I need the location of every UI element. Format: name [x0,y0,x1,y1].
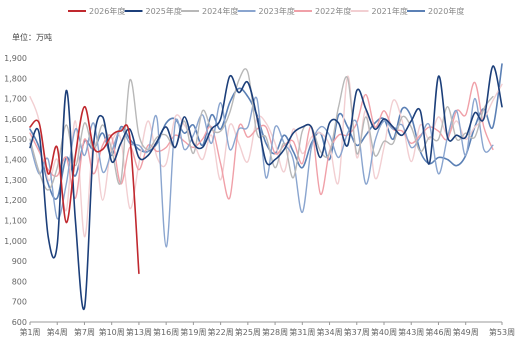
series-line-2024年度 [29,68,494,191]
x-tick-label: 第40周 [371,327,397,337]
y-tick-label: 1,400 [4,156,27,165]
y-tick-label: 1,200 [4,196,27,205]
unit-label: 单位：万吨 [12,32,52,42]
plot-lines [29,63,503,311]
x-tick-label: 第43周 [398,327,424,337]
x-tick-label: 第28周 [262,327,288,337]
x-tick-label: 第37周 [344,327,370,337]
legend-label: 2020年度 [428,6,464,16]
legend-label: 2021年度 [372,6,408,16]
x-tick-label: 第31周 [289,327,315,337]
x-tick-label: 第22周 [208,327,234,337]
x-axis: 第1周 第4周 第7周 第10周 第13周 第16周 第19周 第22周 第25周 第28周 第31… [19,321,515,337]
y-tick-label: 1,700 [4,95,27,104]
legend-label: 2024年度 [202,6,238,16]
x-tick-label: 第19周 [180,327,206,337]
x-tick-label: 第34周 [316,327,342,337]
y-tick-label: 1,600 [4,115,27,124]
y-tick-label: 900 [12,257,27,266]
y-tick-label: 1,800 [4,74,27,83]
x-tick-label: 第7周 [74,327,95,337]
legend: 2026年度 2025年度 2024年度 2023年度 2022年度 2021年度 2020… [68,6,464,16]
x-tick-label: 第49周 [453,327,479,337]
y-tick-label: 1,000 [4,237,27,246]
x-tick-label: 第53周 [489,327,515,337]
x-tick-label: 第46周 [425,327,451,337]
y-tick-label: 800 [12,277,27,286]
y-tick-label: 1,300 [4,176,27,185]
x-tick-label: 第10周 [99,327,125,337]
x-tick-label: 第25周 [235,327,261,337]
legend-label: 2023年度 [259,6,295,16]
series-line-2026年度 [29,105,140,275]
series-line-2021年度 [29,75,503,238]
series-line-2025年度 [29,65,503,311]
legend-label: 2026年度 [89,6,125,16]
y-tick-label: 600 [12,318,27,327]
x-tick-label: 第4周 [47,327,68,337]
y-axis: 600 700 800 900 1,000 1,100 1,200 1,300 1,400 1,5… [4,54,27,327]
series-line-2023年度 [29,96,494,248]
x-tick-label: 第16周 [153,327,179,337]
y-tick-label: 1,500 [4,135,27,144]
y-tick-label: 700 [12,298,27,307]
x-tick-label: 第13周 [126,327,152,337]
y-tick-label: 1,900 [4,54,27,63]
legend-label: 2022年度 [315,6,351,16]
y-tick-label: 1,100 [4,216,27,225]
x-tick-label: 第1周 [19,327,40,337]
legend-label: 2025年度 [146,6,182,16]
